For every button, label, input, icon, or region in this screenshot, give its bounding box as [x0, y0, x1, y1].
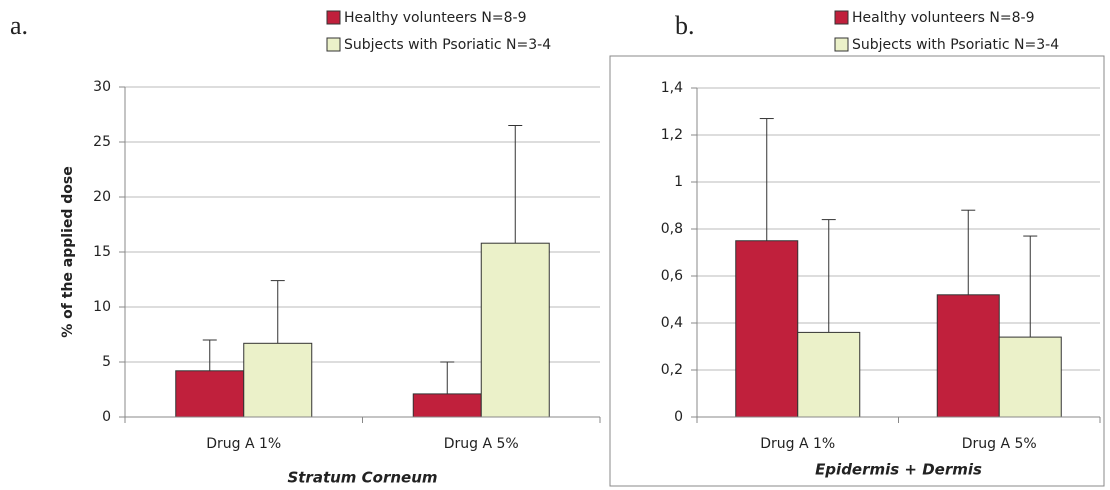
legend-label: Subjects with Psoriatic N=3-4	[344, 37, 551, 53]
bar	[797, 331, 861, 418]
x-axis-label: Stratum Corneum	[287, 469, 437, 487]
x-tick-label: Drug A 5%	[444, 436, 519, 452]
y-tick-label: 0,4	[661, 315, 683, 331]
y-tick-label: 20	[93, 189, 111, 205]
legend-swatch	[326, 37, 341, 52]
legend-label: Healthy volunteers N=8-9	[344, 10, 526, 26]
y-tick-label: 1,4	[661, 80, 683, 96]
panel-label: a.	[10, 11, 28, 40]
y-tick-label: 0,2	[661, 362, 683, 378]
panel-label: b.	[675, 11, 695, 40]
y-tick-label: 1	[674, 174, 683, 190]
y-tick-label: 0,6	[661, 268, 683, 284]
y-axis-label: % of the applied dose	[60, 166, 76, 337]
y-tick-label: 30	[93, 79, 111, 95]
x-tick-label: Drug A 1%	[206, 436, 281, 452]
x-tick-label: Drug A 5%	[962, 436, 1037, 452]
y-tick-label: 25	[93, 134, 111, 150]
x-axis-label: Epidermis + Dermis	[815, 461, 982, 479]
y-tick-label: 1,2	[661, 127, 683, 143]
y-tick-label: 0	[102, 409, 111, 425]
legend-label: Healthy volunteers N=8-9	[852, 10, 1034, 26]
y-tick-label: 10	[93, 299, 111, 315]
bar	[175, 370, 245, 418]
bar	[412, 393, 482, 418]
bar	[480, 242, 550, 418]
x-tick-label: Drug A 1%	[760, 436, 835, 452]
legend-swatch	[326, 10, 341, 25]
y-tick-label: 0,8	[661, 221, 683, 237]
legend-label: Subjects with Psoriatic N=3-4	[852, 37, 1059, 53]
bar	[936, 294, 1000, 418]
bar	[998, 336, 1062, 418]
y-tick-label: 0	[674, 409, 683, 425]
bar	[735, 240, 799, 418]
bar	[243, 342, 313, 418]
y-tick-label: 15	[93, 244, 111, 260]
legend-swatch	[834, 37, 849, 52]
legend-swatch	[834, 10, 849, 25]
y-tick-label: 5	[102, 354, 111, 370]
panel-frame	[609, 55, 1105, 487]
